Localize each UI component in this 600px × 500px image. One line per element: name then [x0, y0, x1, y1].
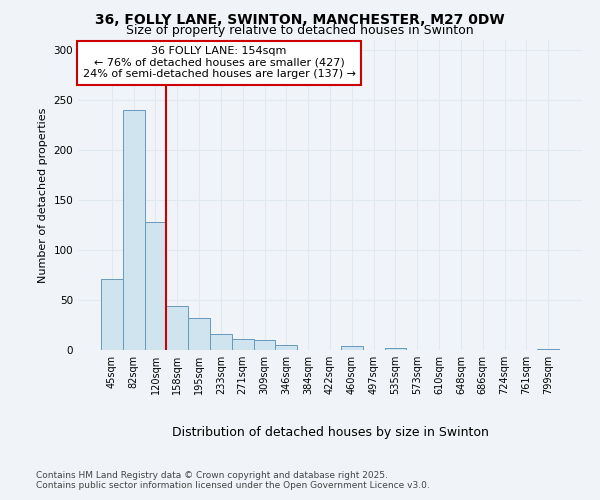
Bar	[385, 348, 406, 350]
Bar	[537, 349, 559, 350]
Bar	[254, 340, 275, 350]
Bar	[341, 346, 363, 350]
Bar	[101, 279, 123, 350]
Text: Distribution of detached houses by size in Swinton: Distribution of detached houses by size …	[172, 426, 488, 439]
Y-axis label: Number of detached properties: Number of detached properties	[38, 108, 48, 282]
Bar	[166, 306, 188, 350]
Bar	[188, 318, 210, 350]
Bar	[123, 110, 145, 350]
Text: Contains HM Land Registry data © Crown copyright and database right 2025.
Contai: Contains HM Land Registry data © Crown c…	[36, 470, 430, 490]
Bar	[275, 345, 297, 350]
Bar	[232, 339, 254, 350]
Text: 36 FOLLY LANE: 154sqm
← 76% of detached houses are smaller (427)
24% of semi-det: 36 FOLLY LANE: 154sqm ← 76% of detached …	[83, 46, 356, 80]
Bar	[145, 222, 166, 350]
Text: Size of property relative to detached houses in Swinton: Size of property relative to detached ho…	[126, 24, 474, 37]
Text: 36, FOLLY LANE, SWINTON, MANCHESTER, M27 0DW: 36, FOLLY LANE, SWINTON, MANCHESTER, M27…	[95, 12, 505, 26]
Bar	[210, 334, 232, 350]
